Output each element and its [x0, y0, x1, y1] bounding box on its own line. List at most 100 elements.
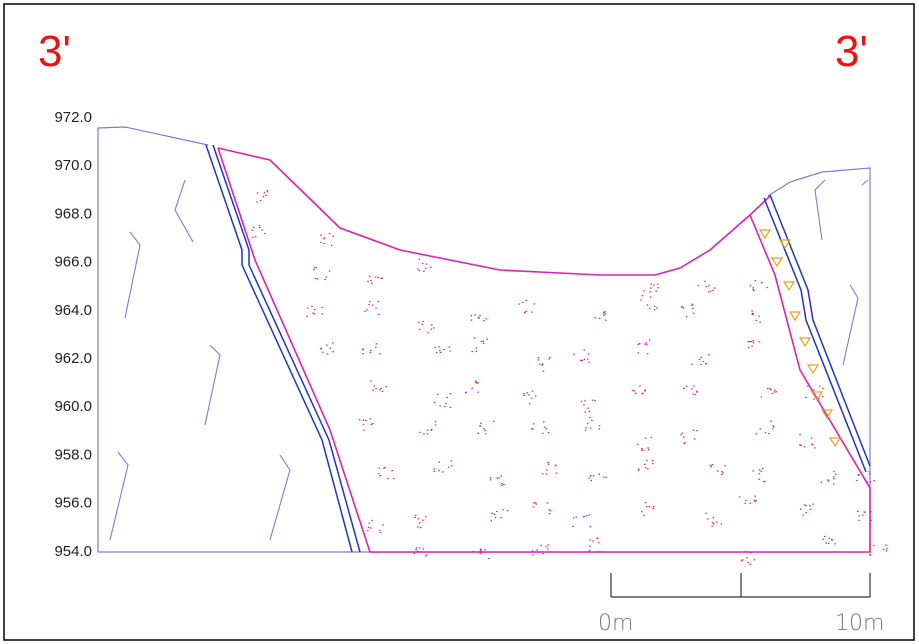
elevation-label: 964.0 [54, 302, 92, 319]
fill-dot [382, 524, 384, 525]
scale-start: 0m [598, 611, 633, 636]
fill-dot [649, 308, 651, 309]
fill-dot [435, 421, 437, 422]
fill-dot [524, 312, 526, 313]
fill-dot [717, 470, 719, 471]
fill-dot [692, 308, 694, 309]
fill-dot [712, 290, 714, 291]
fill-dot [883, 549, 885, 550]
fill-dot [545, 546, 547, 547]
fill-dot [708, 291, 710, 292]
fill-dot [495, 517, 497, 518]
fill-dot [584, 349, 586, 350]
fill-dot [253, 227, 255, 228]
fill-dot [822, 539, 824, 540]
fill-dot [425, 268, 427, 269]
fill-dot [369, 301, 371, 302]
fill-dot [829, 538, 831, 539]
fill-dot [648, 449, 650, 450]
fill-dot [501, 483, 503, 484]
fill-dot [547, 502, 549, 503]
fill-dot [599, 428, 601, 429]
fill-dot [686, 316, 688, 317]
fill-dot [433, 327, 435, 328]
fill-dot [886, 548, 888, 549]
fill-dot [493, 421, 495, 422]
fill-dot [439, 462, 441, 463]
fill-dot [748, 347, 750, 348]
fill-dot [583, 404, 585, 405]
fill-dot [542, 363, 544, 364]
fill-dot [594, 317, 596, 318]
fill-dot [644, 464, 646, 465]
fill-dot [480, 549, 482, 550]
fill-dot [809, 505, 811, 506]
fill-dot [375, 388, 377, 389]
fill-dot [543, 371, 545, 372]
fill-dot [754, 559, 756, 560]
fill-dot [364, 311, 366, 312]
fill-dot [584, 400, 586, 401]
fill-dot [375, 347, 377, 348]
fill-dot [693, 430, 695, 431]
fill-dot [812, 444, 814, 445]
fill-dot [393, 478, 395, 479]
section-label-left: 3' [38, 27, 71, 76]
fill-dot [317, 278, 319, 279]
fill-dot [380, 532, 382, 533]
fill-dot [760, 428, 762, 429]
fill-dot [324, 237, 326, 238]
fill-dot [753, 342, 755, 343]
fill-dot [751, 346, 753, 347]
fill-dot [549, 357, 551, 358]
fill-dot [255, 236, 257, 237]
fill-dot [471, 320, 473, 321]
fill-dot [442, 471, 444, 472]
fill-dot [642, 393, 644, 394]
fill-dot [416, 547, 418, 548]
fill-dot [705, 286, 707, 287]
fill-dot [522, 302, 524, 303]
fill-dot [722, 473, 724, 474]
fill-dot [423, 433, 425, 434]
fill-dot [427, 433, 429, 434]
fill-dot [316, 267, 318, 268]
fill-dot [766, 287, 768, 288]
fill-dot [754, 500, 756, 501]
fill-dot [437, 394, 439, 395]
fill-dot [503, 484, 505, 485]
fill-dot [494, 514, 496, 515]
fill-dot [710, 291, 712, 292]
fill-dot [657, 283, 659, 284]
fill-dot [483, 343, 485, 344]
fill-dot [647, 304, 649, 305]
fill-dot [886, 550, 888, 551]
fill-dot [480, 553, 482, 554]
fill-dot [742, 559, 744, 560]
fill-dot [526, 311, 528, 312]
fill-dot [699, 359, 701, 360]
fill-dot [647, 353, 649, 354]
fill-dot [314, 313, 316, 314]
fill-dot [476, 383, 478, 384]
fill-dot [479, 315, 481, 316]
fill-dot [547, 548, 549, 549]
fill-dot [759, 473, 761, 474]
fill-dot [385, 386, 387, 387]
fill-dot [366, 309, 368, 310]
fill-dot [431, 329, 433, 330]
fill-dot [724, 465, 726, 466]
fill-dot [696, 391, 698, 392]
fill-dot [824, 536, 826, 537]
fill-dot [590, 526, 592, 527]
fill-dot [831, 539, 833, 540]
fill-dot [591, 420, 593, 421]
fill-dot [419, 522, 421, 523]
fill-dot [638, 344, 640, 345]
fill-dot [589, 514, 591, 515]
fill-dot [708, 285, 710, 286]
fill-dot [427, 430, 429, 431]
fill-dot [822, 388, 824, 389]
elevation-label: 968.0 [54, 205, 92, 222]
fill-dot [772, 428, 774, 429]
